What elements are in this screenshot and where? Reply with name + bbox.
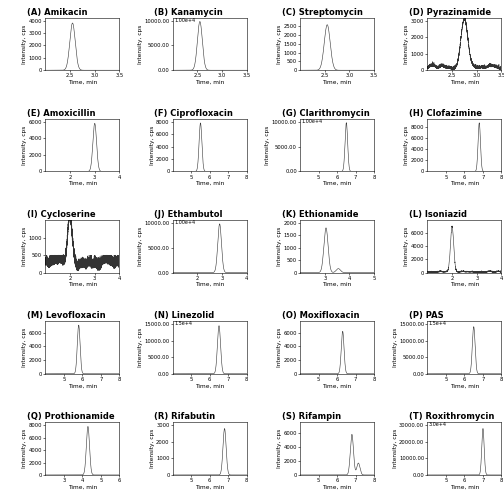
Y-axis label: Intensity, cps: Intensity, cps bbox=[138, 24, 143, 64]
Y-axis label: Intensity, cps: Intensity, cps bbox=[150, 125, 155, 165]
Text: (D) Pyrazinamide: (D) Pyrazinamide bbox=[409, 8, 491, 17]
Y-axis label: Intensity, cps: Intensity, cps bbox=[22, 226, 27, 266]
Text: 1.00e+4: 1.00e+4 bbox=[301, 119, 323, 124]
X-axis label: Time, min: Time, min bbox=[195, 80, 224, 85]
X-axis label: Time, min: Time, min bbox=[195, 383, 224, 388]
Y-axis label: Intensity, cps: Intensity, cps bbox=[404, 226, 409, 266]
X-axis label: Time, min: Time, min bbox=[68, 181, 97, 186]
Text: 1.00e+4: 1.00e+4 bbox=[174, 220, 196, 225]
Y-axis label: Intensity, cps: Intensity, cps bbox=[265, 125, 270, 165]
Y-axis label: Intensity, cps: Intensity, cps bbox=[150, 429, 155, 468]
Text: 1.5e+4: 1.5e+4 bbox=[429, 321, 447, 326]
Text: (H) Clofazimine: (H) Clofazimine bbox=[409, 109, 482, 118]
Text: 3.0e+4: 3.0e+4 bbox=[429, 422, 447, 427]
Y-axis label: Intensity, cps: Intensity, cps bbox=[22, 429, 27, 468]
X-axis label: Time, min: Time, min bbox=[68, 484, 97, 489]
Y-axis label: Intensity, cps: Intensity, cps bbox=[138, 226, 143, 266]
X-axis label: Time, min: Time, min bbox=[450, 383, 479, 388]
X-axis label: Time, min: Time, min bbox=[323, 282, 352, 287]
Y-axis label: Intensity, cps: Intensity, cps bbox=[22, 328, 27, 367]
X-axis label: Time, min: Time, min bbox=[450, 282, 479, 287]
X-axis label: Time, min: Time, min bbox=[195, 282, 224, 287]
Y-axis label: Intensity, cps: Intensity, cps bbox=[277, 328, 282, 367]
Text: (M) Levofloxacin: (M) Levofloxacin bbox=[27, 311, 105, 320]
X-axis label: Time, min: Time, min bbox=[450, 80, 479, 85]
Text: (B) Kanamycin: (B) Kanamycin bbox=[154, 8, 223, 17]
Text: (L) Isoniazid: (L) Isoniazid bbox=[409, 210, 467, 219]
Text: (J) Ethambutol: (J) Ethambutol bbox=[154, 210, 223, 219]
X-axis label: Time, min: Time, min bbox=[323, 80, 352, 85]
X-axis label: Time, min: Time, min bbox=[323, 181, 352, 186]
X-axis label: Time, min: Time, min bbox=[68, 282, 97, 287]
Text: (N) Linezolid: (N) Linezolid bbox=[154, 311, 215, 320]
Text: (C) Streptomycin: (C) Streptomycin bbox=[282, 8, 362, 17]
Text: (S) Rifampin: (S) Rifampin bbox=[282, 412, 341, 421]
Text: (A) Amikacin: (A) Amikacin bbox=[27, 8, 87, 17]
X-axis label: Time, min: Time, min bbox=[195, 181, 224, 186]
Text: 1.00e+4: 1.00e+4 bbox=[174, 18, 196, 23]
X-axis label: Time, min: Time, min bbox=[195, 484, 224, 489]
Y-axis label: Intensity, cps: Intensity, cps bbox=[22, 125, 27, 165]
Text: (F) Ciprofloxacin: (F) Ciprofloxacin bbox=[154, 109, 233, 118]
Y-axis label: Intensity, cps: Intensity, cps bbox=[277, 226, 282, 266]
Text: (T) Roxithromycin: (T) Roxithromycin bbox=[409, 412, 494, 421]
Text: (G) Clarithromycin: (G) Clarithromycin bbox=[282, 109, 369, 118]
Y-axis label: Intensity, cps: Intensity, cps bbox=[404, 24, 409, 64]
Text: (K) Ethionamide: (K) Ethionamide bbox=[282, 210, 358, 219]
Y-axis label: Intensity, cps: Intensity, cps bbox=[404, 125, 409, 165]
Text: (E) Amoxicillin: (E) Amoxicillin bbox=[27, 109, 95, 118]
Y-axis label: Intensity, cps: Intensity, cps bbox=[138, 328, 143, 367]
Text: (O) Moxifloxacin: (O) Moxifloxacin bbox=[282, 311, 359, 320]
X-axis label: Time, min: Time, min bbox=[450, 181, 479, 186]
Text: 1.5e+4: 1.5e+4 bbox=[174, 321, 192, 326]
Text: (P) PAS: (P) PAS bbox=[409, 311, 444, 320]
X-axis label: Time, min: Time, min bbox=[68, 383, 97, 388]
Y-axis label: Intensity, cps: Intensity, cps bbox=[22, 24, 27, 64]
X-axis label: Time, min: Time, min bbox=[323, 383, 352, 388]
Y-axis label: Intensity, cps: Intensity, cps bbox=[277, 24, 282, 64]
Text: (Q) Prothionamide: (Q) Prothionamide bbox=[27, 412, 114, 421]
Y-axis label: Intensity, cps: Intensity, cps bbox=[393, 328, 398, 367]
Text: (I) Cycloserine: (I) Cycloserine bbox=[27, 210, 95, 219]
X-axis label: Time, min: Time, min bbox=[450, 484, 479, 489]
Y-axis label: Intensity, cps: Intensity, cps bbox=[393, 429, 398, 468]
X-axis label: Time, min: Time, min bbox=[323, 484, 352, 489]
Y-axis label: Intensity, cps: Intensity, cps bbox=[277, 429, 282, 468]
Text: (R) Rifabutin: (R) Rifabutin bbox=[154, 412, 215, 421]
X-axis label: Time, min: Time, min bbox=[68, 80, 97, 85]
